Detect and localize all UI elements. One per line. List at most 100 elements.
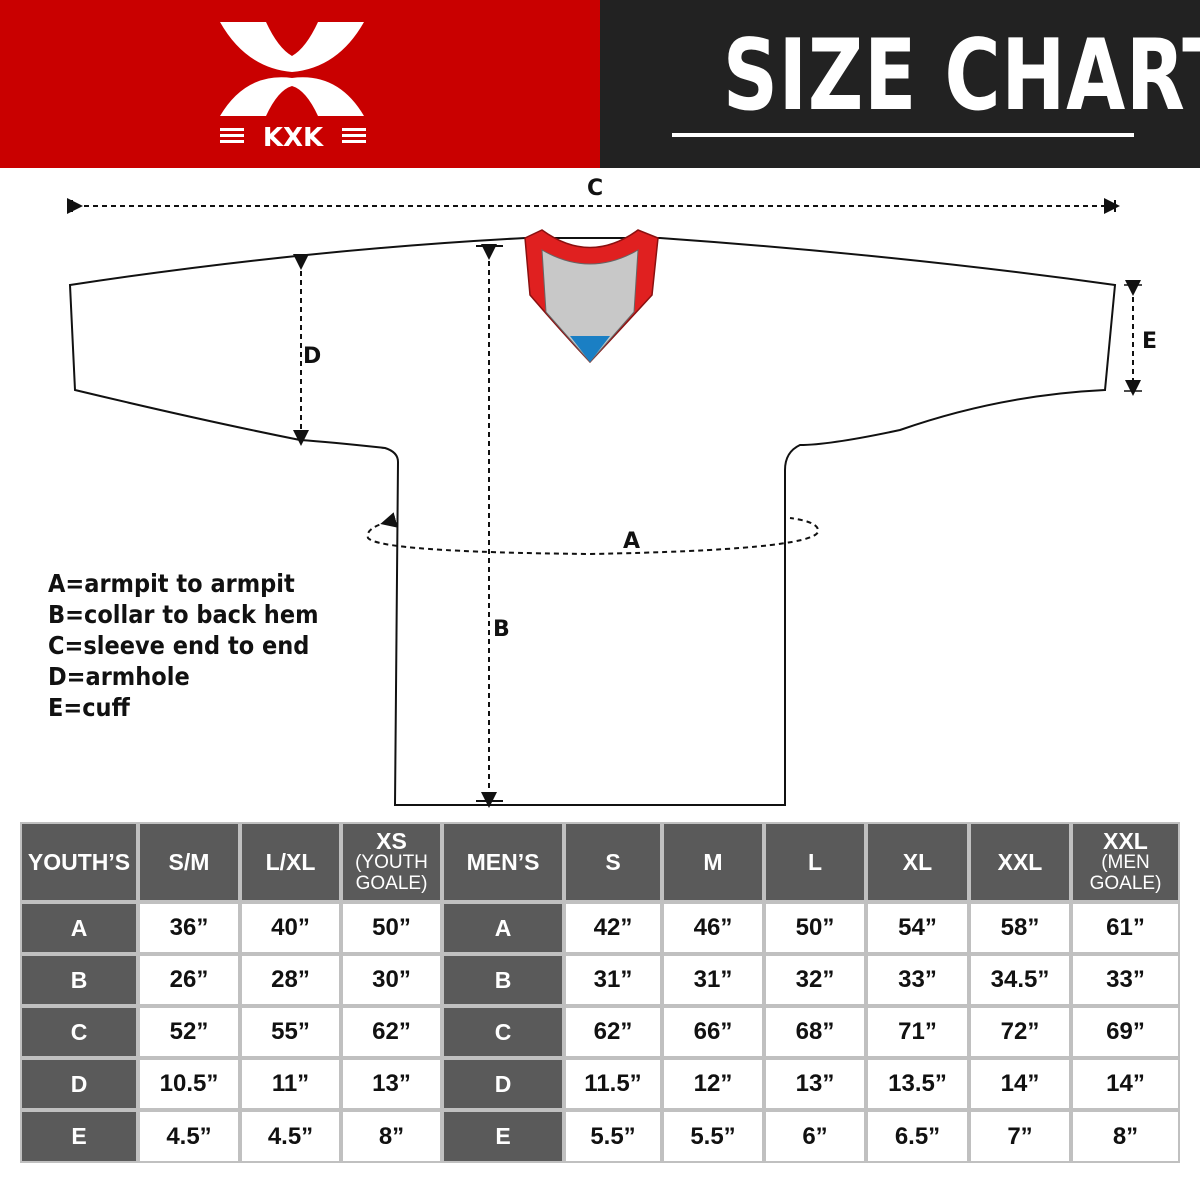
table-cell: 46” [662,902,764,954]
jersey-outline [68,237,1117,806]
table-cell: 61” [1071,902,1180,954]
legend-item-e: E=cuff [48,693,130,722]
row-label: D [442,1058,564,1110]
table-cell: 12” [662,1058,764,1110]
cell-text: 40” [271,914,310,941]
cell-text: C [494,1018,512,1045]
cell-text: B [494,966,512,993]
cell-text: 4.5” [166,1122,212,1150]
row-label: A [20,902,138,954]
table-cell: 40” [240,902,341,954]
cell-text: A [70,914,88,941]
cell-text: S [605,848,621,875]
cell-text: 14” [1106,1070,1145,1097]
collar-inner [541,249,639,363]
legend-item-d: D=armhole [48,662,190,691]
row-label: B [442,954,564,1006]
table-cell: 33” [1071,954,1180,1006]
cell-text: 14” [1000,1070,1040,1097]
cell-text: XXL [1103,827,1148,854]
cell-text: 33” [1106,966,1145,993]
column-header: XXL [969,822,1071,902]
column-header: S/M [138,822,240,902]
cell-text: 42” [593,914,633,941]
table-cell: 14” [969,1058,1071,1110]
svg-text:KXK: KXK [263,123,324,148]
table-cell: 66” [662,1006,764,1058]
row-label: B [20,954,138,1006]
row-label: E [442,1110,564,1163]
table-cell: 31” [662,954,764,1006]
table-cell: 30” [341,954,442,1006]
table-cell: 32” [764,954,866,1006]
legend-item-b: B=collar to back hem [48,600,319,629]
cell-text: S/M [168,848,210,875]
table-cell: 69” [1071,1006,1180,1058]
dimension-label-d: D [303,344,322,369]
cell-text: 50” [795,914,835,941]
column-header: M [662,822,764,902]
table-cell: 11.5” [564,1058,662,1110]
row-label: E [20,1110,138,1163]
cell-text: 11.5” [584,1070,642,1097]
cell-text: 58” [1000,914,1040,941]
dimension-label-e: E [1142,329,1158,354]
cell-text: 26” [169,966,209,993]
cell-text: C [70,1018,88,1045]
table-cell: 4.5” [138,1110,240,1163]
cell-text: 62” [593,1018,633,1045]
collar-blue [570,336,610,362]
cell-text: 10.5” [159,1070,219,1097]
cell-text: 4.5” [267,1122,314,1150]
column-header: L [764,822,866,902]
cell-text: B [70,966,88,993]
cell-text: 28” [271,966,310,993]
cell-text: YOUTH’S [27,848,131,875]
cell-text: 5.5” [590,1122,636,1150]
cell-text: E [495,1123,511,1149]
cell-text: 7” [1007,1122,1033,1150]
table-cell: 8” [1071,1110,1180,1163]
cell-text: 61” [1106,914,1145,941]
table-cell: 8” [341,1110,442,1163]
cell-text: 54” [898,914,937,941]
table-cell: 55” [240,1006,341,1058]
cell-text: 5.5” [690,1122,736,1150]
cell-text: XL [902,848,933,875]
cell-text: 50” [372,914,411,941]
measurement-legend: A=armpit to armpit B=collar to back hem … [48,568,319,723]
row-label: C [442,1006,564,1058]
table-cell: 13” [341,1058,442,1110]
cell-text: 46” [693,914,733,941]
table-cell: 6.5” [866,1110,969,1163]
cell-text: L [807,848,823,875]
cell-text: M [703,848,723,875]
column-header: XS (YOUTH GOALE) [341,822,442,902]
cell-text: 66” [693,1018,733,1045]
title-underline [672,133,1134,137]
column-header: XXL (MEN GOALE) [1071,822,1180,902]
cell-text: 33” [898,966,937,993]
cell-text: 30” [372,966,411,993]
table-cell: 72” [969,1006,1071,1058]
dimension-label-a: A [623,529,641,554]
cell-text: 55” [271,1018,310,1045]
table-cell: 52” [138,1006,240,1058]
table-cell: 14” [1071,1058,1180,1110]
cell-text: 8” [1112,1122,1139,1150]
cell-text: 31” [593,966,633,993]
table-cell: 5.5” [564,1110,662,1163]
table-cell: 42” [564,902,662,954]
column-header: XL [866,822,969,902]
page-title: SIZE CHART [722,19,1200,133]
cell-text: 13” [372,1070,411,1097]
cell-text: 62” [372,1018,411,1045]
table-cell: 33” [866,954,969,1006]
cell-subtext: (YOUTH GOALE) [355,851,428,894]
cell-text: L/XL [265,848,316,875]
table-cell: 50” [764,902,866,954]
table-cell: 36” [138,902,240,954]
cell-text: 12” [693,1070,733,1097]
cell-text: 11” [271,1070,310,1097]
title-banner [600,0,1200,168]
